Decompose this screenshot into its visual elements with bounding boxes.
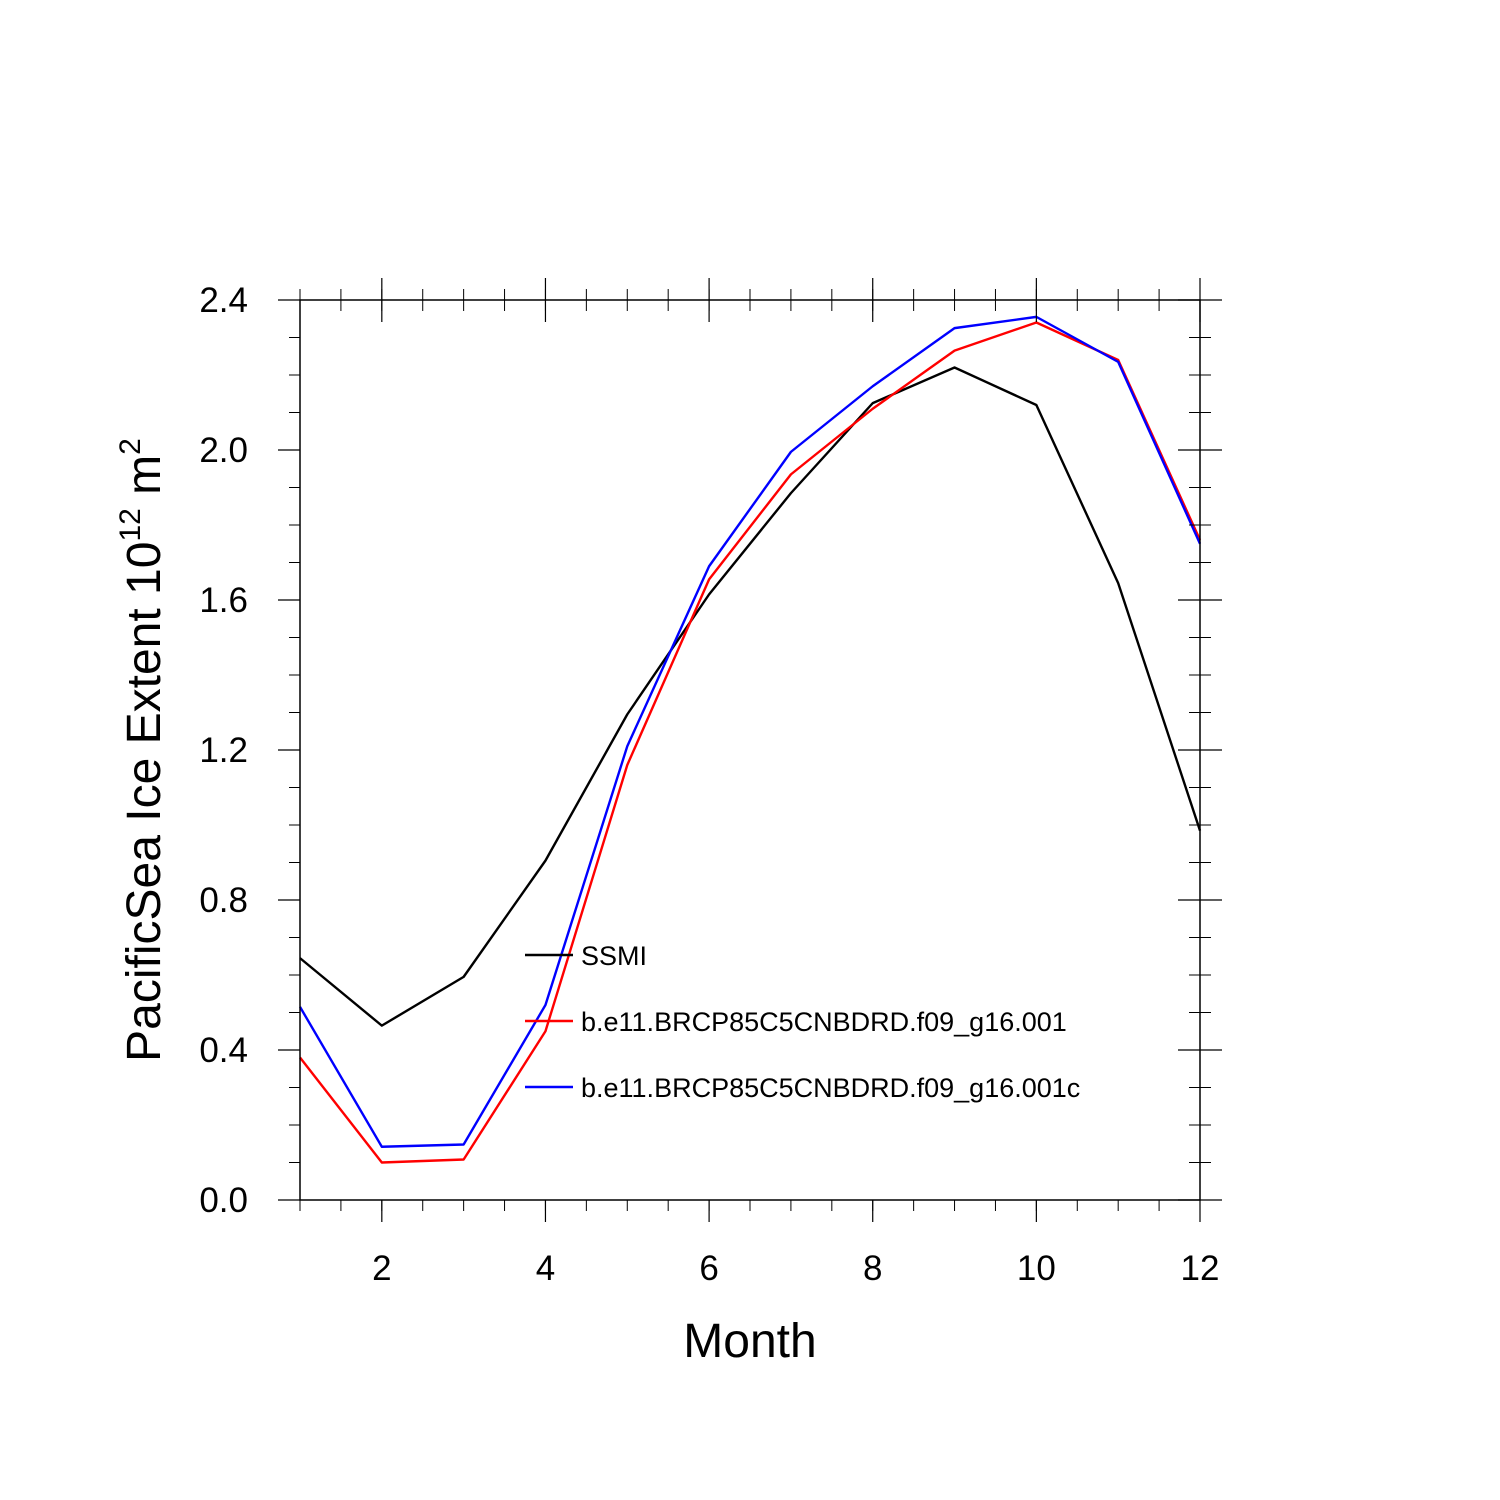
legend: SSMI b.e11.BRCP85C5CNBDRD.f09_g16.001 b.e1… <box>525 941 1080 1103</box>
label-layer: 0.0 0.4 0.8 1.2 1.6 2.0 2.4 2 4 6 8 10 12 <box>199 281 1219 1288</box>
x-tick-label: 12 <box>1181 1249 1220 1288</box>
x-tick-label: 6 <box>699 1249 718 1288</box>
y-tick-label: 1.6 <box>199 581 248 620</box>
y-axis-title-unit-exponent: 2 <box>114 438 147 455</box>
plot-frame <box>299 299 1201 1201</box>
tick-layer <box>278 278 1222 1222</box>
x-tick-label: 2 <box>372 1249 391 1288</box>
y-axis-title-exponent: 12 <box>114 508 147 541</box>
series-line-2 <box>299 321 1202 1164</box>
legend-label: SSMI <box>581 941 647 971</box>
legend-label: b.e11.BRCP85C5CNBDRD.f09_g16.001 <box>581 1007 1067 1037</box>
y-axis-title: PacificSea Ice Extent 1012 m2 <box>114 438 171 1062</box>
x-tick-label: 10 <box>1017 1249 1056 1288</box>
y-axis-title-main: PacificSea Ice Extent 10 <box>118 542 171 1062</box>
y-tick-label: 2.4 <box>199 281 248 320</box>
series-line-1 <box>299 366 1202 1027</box>
x-tick-label: 8 <box>863 1249 882 1288</box>
x-tick-label: 4 <box>536 1249 555 1288</box>
series-layer <box>298 315 1202 1164</box>
y-axis-title-unit: m <box>118 455 171 508</box>
y-tick-label: 0.4 <box>199 1031 248 1070</box>
y-tick-label: 2.0 <box>199 431 248 470</box>
y-tick-label: 1.2 <box>199 731 248 770</box>
series-line-3 <box>298 315 1202 1148</box>
legend-label: b.e11.BRCP85C5CNBDRD.f09_g16.001c <box>581 1073 1080 1103</box>
y-tick-label: 0.0 <box>199 1181 248 1220</box>
x-axis-title: Month <box>683 1315 816 1368</box>
y-tick-label: 0.8 <box>199 881 248 920</box>
